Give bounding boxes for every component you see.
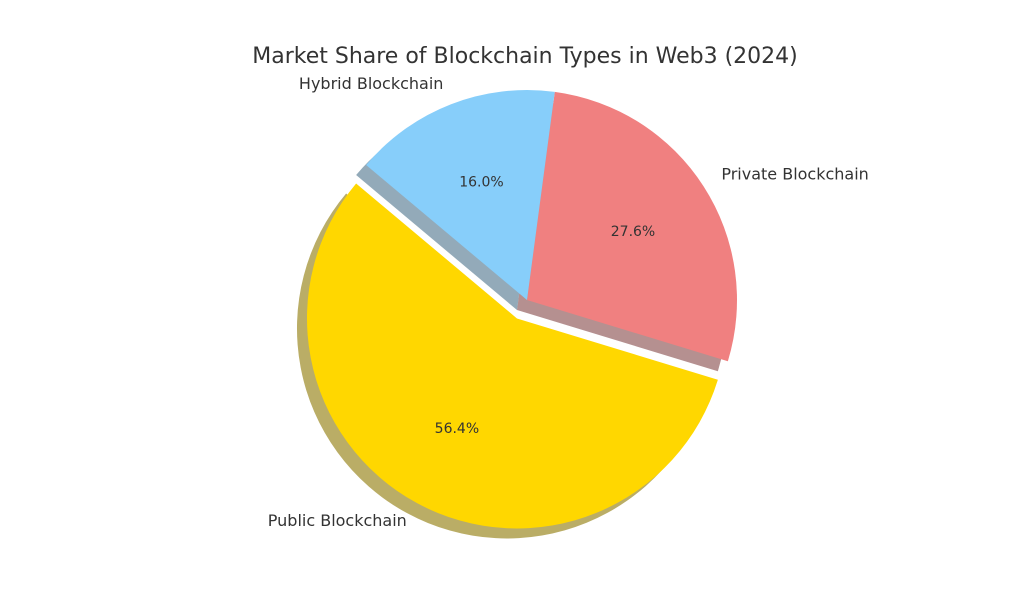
value-label: 16.0% [459,175,503,191]
value-label: 56.4% [435,421,479,437]
value-label: 27.6% [611,224,655,240]
slice [527,91,738,362]
slices [306,90,738,529]
labels: Public Blockchain 56.4% Private Blockchain… [268,74,869,530]
chart-title: Market Share of Blockchain Types in Web3… [252,44,798,69]
category-label: Hybrid Blockchain [299,74,444,93]
category-label: Public Blockchain [268,511,407,530]
category-label: Private Blockchain [721,165,868,184]
slice [306,183,718,529]
slice [366,90,555,300]
